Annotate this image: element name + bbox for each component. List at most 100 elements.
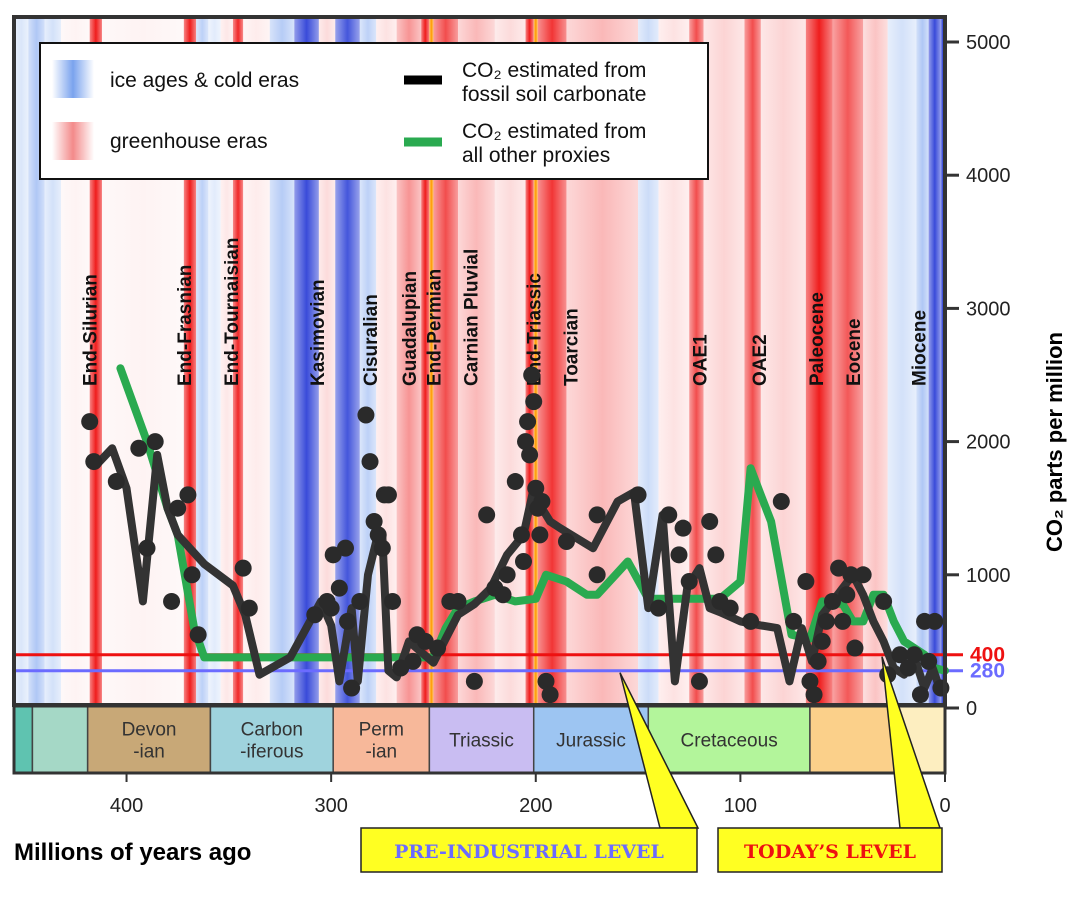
period-label-line: -iferous xyxy=(240,742,303,763)
data-point xyxy=(449,592,467,610)
event-label: Carnian Pluvial xyxy=(461,249,482,386)
period-label: Perm -ian xyxy=(359,720,404,763)
period-cell xyxy=(647,705,811,774)
warm-band xyxy=(232,17,244,705)
cold-band xyxy=(940,17,945,705)
period-label: Jurassic xyxy=(556,731,626,752)
preindustrial-box xyxy=(360,827,698,873)
data-point xyxy=(404,652,422,670)
data-point xyxy=(660,506,678,524)
data-point xyxy=(525,393,543,411)
data-point xyxy=(339,612,357,630)
data-point xyxy=(817,612,835,630)
legend-other-label: CO₂ estimated from all other proxies xyxy=(462,120,646,167)
data-point xyxy=(834,612,852,630)
y-tick-label: 2000 xyxy=(966,432,1011,454)
legend-line: CO₂ estimated from xyxy=(462,120,646,143)
data-point xyxy=(179,486,197,504)
data-point xyxy=(854,566,872,584)
period-label: Carbon -iferous xyxy=(240,720,303,763)
y-tick-label: 4000 xyxy=(966,165,1011,187)
today-box xyxy=(717,827,943,873)
event-label: Eocene xyxy=(844,318,865,386)
data-point xyxy=(234,559,252,577)
event-label: End-Silurian xyxy=(81,274,102,386)
data-point xyxy=(674,519,692,537)
period-cell xyxy=(31,705,89,774)
data-point xyxy=(813,632,831,650)
period-label-line: Carbon xyxy=(241,720,303,741)
data-point xyxy=(911,686,929,704)
data-point xyxy=(478,506,496,524)
data-point xyxy=(920,652,938,670)
legend-cold-label: ice ages & cold eras xyxy=(110,69,299,92)
cold-band xyxy=(638,17,659,705)
today-label: TODAY’S LEVEL xyxy=(744,841,916,863)
warm-band xyxy=(805,17,833,705)
cold-band xyxy=(44,17,62,705)
period-label-line: Devon xyxy=(122,720,177,741)
data-point xyxy=(85,453,103,471)
data-point xyxy=(899,659,917,677)
data-point xyxy=(523,366,541,384)
period-label-line: Jurassic xyxy=(556,731,626,752)
data-point xyxy=(629,486,647,504)
period-cell xyxy=(13,705,34,774)
event-label: Toarcian xyxy=(562,308,583,386)
event-label: OAE2 xyxy=(750,334,771,386)
period-label: Triassic xyxy=(449,731,514,752)
period-cell xyxy=(332,705,431,774)
cold-band xyxy=(14,17,29,705)
legend-line: fossil soil carbonate xyxy=(462,83,646,106)
data-point xyxy=(521,446,539,464)
legend-warm-swatch xyxy=(52,122,94,160)
data-point xyxy=(875,592,893,610)
data-point xyxy=(823,592,841,610)
x-tick-label: 0 xyxy=(939,795,950,817)
y-axis-label: CO₂ parts per million xyxy=(1042,332,1067,552)
data-point xyxy=(306,606,324,624)
event-label: Guadalupian xyxy=(400,271,421,386)
data-point xyxy=(531,526,549,544)
data-point xyxy=(670,546,688,564)
callouts: PRE-INDUSTRIAL LEVEL TODAY’S LEVEL xyxy=(360,656,943,873)
data-point xyxy=(512,526,530,544)
data-point xyxy=(514,552,532,570)
legend: ice ages & cold eras greenhouse eras CO₂ e… xyxy=(39,42,709,180)
data-point xyxy=(588,566,606,584)
cold-band xyxy=(928,17,941,705)
data-point xyxy=(785,612,803,630)
y-tick-label: 3000 xyxy=(966,298,1011,320)
event-label: End-Tournaisian xyxy=(222,238,243,386)
data-point xyxy=(519,413,537,431)
warm-band xyxy=(318,17,336,705)
data-point xyxy=(891,646,909,664)
data-point xyxy=(801,672,819,690)
preindustrial-label: PRE-INDUSTRIAL LEVEL xyxy=(394,841,664,863)
event-label: Paleocene xyxy=(807,292,828,386)
cold-band xyxy=(887,17,917,705)
period-cell xyxy=(809,705,899,774)
event-label: Cisuralian xyxy=(361,294,382,386)
event-label: End-Permian xyxy=(424,269,445,386)
x-tick-label: 200 xyxy=(519,795,552,817)
event-label: OAE1 xyxy=(690,334,711,386)
y-tick-label: 5000 xyxy=(966,32,1011,54)
reference-label: 400 xyxy=(970,644,1005,667)
x-tick-label: 300 xyxy=(314,795,347,817)
data-point xyxy=(742,612,760,630)
event-labels: End-Silurian End-Frasnian End-Tournaisian K… xyxy=(81,238,931,386)
data-point xyxy=(541,686,559,704)
data-point xyxy=(163,592,181,610)
legend-line: all other proxies xyxy=(462,144,610,167)
data-point xyxy=(701,513,719,531)
cold-band xyxy=(196,17,209,705)
data-point xyxy=(365,513,383,531)
data-point xyxy=(138,539,156,557)
data-point xyxy=(373,539,391,557)
cold-band xyxy=(28,17,45,705)
legend-line: CO₂ estimated from xyxy=(462,59,646,82)
